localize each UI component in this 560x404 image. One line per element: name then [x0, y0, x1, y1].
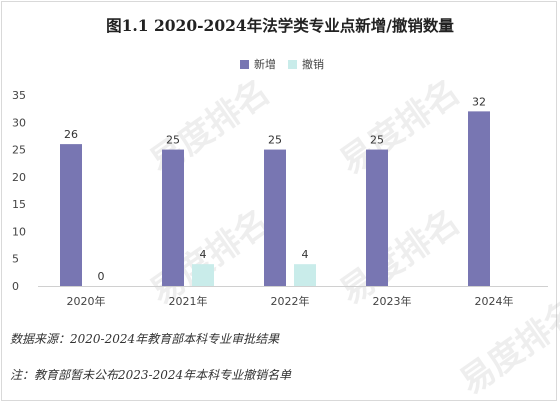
y-tick-label: 15: [12, 198, 26, 211]
data-label-added: 25: [370, 134, 384, 147]
source-note: 数据来源：2020-2024年教育部本科专业审批结果: [10, 332, 280, 346]
x-tick-label: 2020年: [67, 294, 106, 308]
chart-title: 图1.1 2020-2024年法学类专业点新增/撤销数量: [106, 16, 454, 35]
bar-added: [162, 149, 184, 286]
y-tick-label: 20: [12, 171, 26, 184]
legend-swatch-removed: [288, 59, 297, 69]
bar-added: [366, 149, 388, 286]
data-label-added: 26: [64, 128, 78, 141]
data-label-added: 25: [166, 134, 180, 147]
bar-removed: [294, 264, 316, 286]
footnote: 注：教育部暂未公布2023-2024年本科专业撤销名单: [10, 368, 292, 382]
data-label-removed: 4: [302, 248, 309, 261]
x-tick-label: 2022年: [271, 294, 310, 308]
bar-added: [60, 144, 82, 286]
x-tick-label: 2021年: [169, 294, 208, 308]
data-label-removed: 0: [98, 270, 105, 283]
x-tick-label: 2023年: [373, 294, 412, 308]
legend-label-added: 新增: [254, 58, 276, 71]
bar-added: [468, 111, 490, 286]
legend-swatch-added: [240, 59, 249, 69]
y-tick-label: 10: [12, 225, 26, 238]
data-label-added: 32: [472, 95, 486, 108]
legend-label-removed: 撤销: [302, 58, 324, 71]
y-tick-label: 5: [12, 253, 19, 266]
bar-removed: [192, 264, 214, 286]
y-tick-label: 25: [12, 144, 26, 157]
legend-item-removed: 撤销: [288, 56, 324, 72]
x-tick-label: 2024年: [475, 294, 514, 308]
data-label-added: 25: [268, 134, 282, 147]
data-label-removed: 4: [200, 248, 207, 261]
y-tick-label: 35: [12, 89, 26, 102]
legend-item-added: 新增: [240, 56, 276, 72]
legend: 新增 撤销: [240, 57, 336, 71]
bar-added: [264, 149, 286, 286]
y-tick-label: 30: [12, 116, 26, 129]
y-tick-label: 0: [12, 280, 19, 293]
